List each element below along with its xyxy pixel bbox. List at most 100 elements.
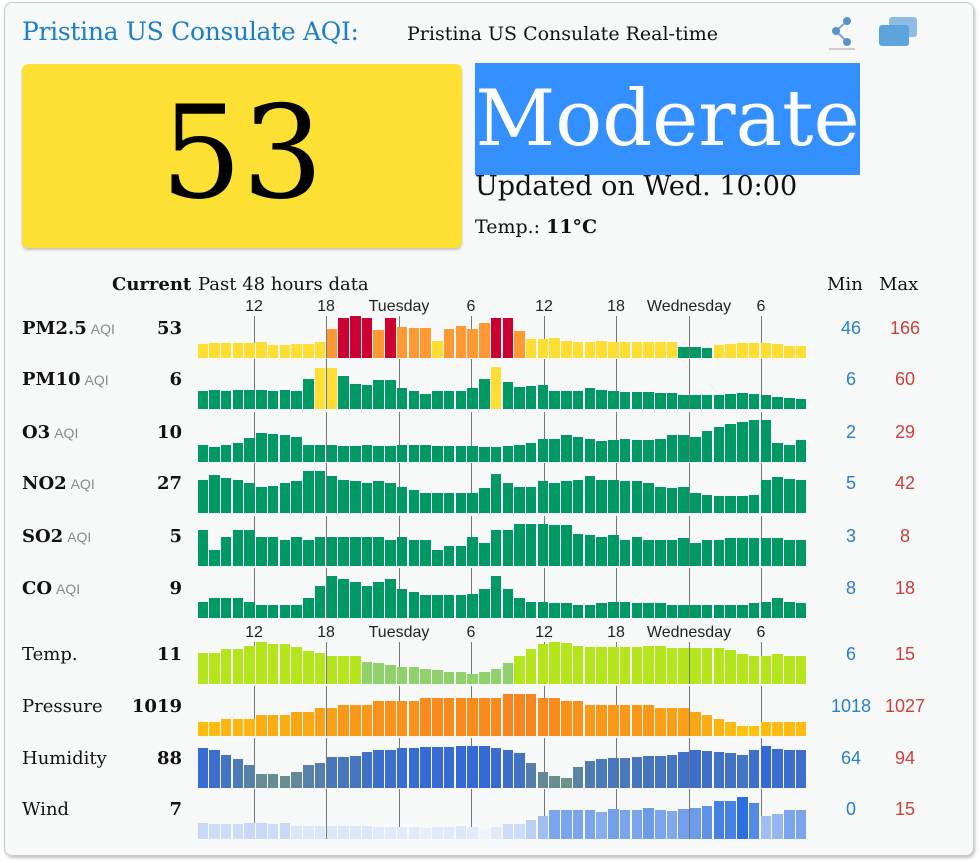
- chart-bar[interactable]: [209, 722, 220, 736]
- chart-bar[interactable]: [643, 807, 654, 839]
- chart-bar[interactable]: [267, 485, 279, 513]
- chart-bar[interactable]: [502, 483, 514, 513]
- chart-bar[interactable]: [443, 493, 455, 513]
- chart-bar[interactable]: [502, 588, 514, 618]
- chart-bar[interactable]: [784, 750, 795, 788]
- chart-bar[interactable]: [420, 540, 431, 566]
- chart-bar[interactable]: [479, 588, 490, 618]
- chart-bar[interactable]: [314, 585, 326, 618]
- chart-bar[interactable]: [537, 697, 549, 736]
- chart-bar[interactable]: [267, 823, 279, 839]
- chart-bar[interactable]: [314, 652, 326, 684]
- chart-bar[interactable]: [443, 595, 455, 618]
- chart-bar[interactable]: [525, 763, 537, 788]
- chart-bar[interactable]: [584, 604, 596, 618]
- chart-bar[interactable]: [220, 649, 232, 684]
- chart-bar[interactable]: [737, 726, 748, 736]
- chart-bar[interactable]: [584, 647, 596, 684]
- chart-bar[interactable]: [350, 446, 361, 462]
- chart-bar[interactable]: [361, 704, 373, 736]
- chart-bar[interactable]: [373, 663, 384, 684]
- chart-bar[interactable]: [537, 524, 549, 566]
- chart-bar[interactable]: [655, 755, 666, 788]
- chart-bar[interactable]: [643, 704, 654, 736]
- chart-bar[interactable]: [525, 486, 537, 513]
- chart-bar[interactable]: [596, 811, 607, 839]
- chart-bar[interactable]: [701, 648, 713, 684]
- chart-bar[interactable]: [279, 643, 291, 684]
- chart-bar[interactable]: [279, 435, 291, 462]
- chart-bar[interactable]: [713, 752, 725, 788]
- chart-bar[interactable]: [725, 423, 736, 462]
- chart-bar[interactable]: [678, 486, 689, 513]
- chart-bar[interactable]: [690, 604, 701, 618]
- chart-bar[interactable]: [267, 715, 279, 736]
- chart-bar[interactable]: [584, 388, 596, 409]
- chart-bar[interactable]: [760, 816, 772, 839]
- chart-bar[interactable]: [443, 826, 455, 839]
- chart-bar[interactable]: [479, 829, 490, 839]
- chart-bar[interactable]: [549, 603, 560, 618]
- chart-bar[interactable]: [713, 496, 725, 513]
- chart-bar[interactable]: [514, 387, 525, 409]
- chart-bar[interactable]: [502, 446, 514, 462]
- chart-bar[interactable]: [655, 646, 666, 684]
- chart-bar[interactable]: [279, 540, 291, 566]
- chart-bar[interactable]: [338, 536, 349, 566]
- chart-bar[interactable]: [408, 826, 420, 839]
- chart-bar[interactable]: [396, 748, 408, 788]
- chart-bar[interactable]: [408, 444, 420, 462]
- chart-bar[interactable]: [701, 805, 713, 839]
- chart-bar[interactable]: [795, 346, 807, 358]
- chart-bar[interactable]: [619, 704, 631, 736]
- chart-bar[interactable]: [525, 649, 537, 684]
- chart-bar[interactable]: [795, 399, 807, 409]
- chart-bar[interactable]: [455, 390, 467, 409]
- chart-bar[interactable]: [443, 697, 455, 736]
- chart-bar[interactable]: [584, 809, 596, 839]
- chart-bar[interactable]: [525, 601, 537, 618]
- chart-bar[interactable]: [725, 394, 736, 409]
- chart-bar[interactable]: [432, 826, 443, 839]
- chart-bar[interactable]: [385, 540, 396, 566]
- chart-bar[interactable]: [678, 604, 689, 618]
- chart-bar[interactable]: [197, 344, 209, 358]
- chart-bar[interactable]: [549, 483, 560, 513]
- chart-bar[interactable]: [490, 748, 502, 788]
- chart-bar[interactable]: [631, 647, 643, 684]
- chart-bar[interactable]: [525, 338, 537, 358]
- chart-bar[interactable]: [537, 601, 549, 618]
- chart-bar[interactable]: [432, 390, 443, 409]
- chart-bar[interactable]: [795, 809, 807, 839]
- chart-bar[interactable]: [655, 393, 666, 409]
- chart-bar[interactable]: [760, 343, 772, 358]
- chart-bar[interactable]: [338, 376, 349, 409]
- chart-bar[interactable]: [584, 438, 596, 462]
- chart-bar[interactable]: [631, 536, 643, 566]
- chart-bar[interactable]: [514, 598, 525, 618]
- chart-bar[interactable]: [479, 672, 490, 684]
- chart-bar[interactable]: [596, 389, 607, 409]
- chart-bar[interactable]: [690, 543, 701, 566]
- chart-bar[interactable]: [760, 538, 772, 566]
- chart-bar[interactable]: [737, 797, 748, 839]
- chart-bar[interactable]: [267, 773, 279, 788]
- chart-bar[interactable]: [514, 486, 525, 513]
- chart-bar[interactable]: [220, 823, 232, 839]
- chart-bar[interactable]: [760, 601, 772, 618]
- chart-bar[interactable]: [467, 746, 478, 788]
- chart-bar[interactable]: [795, 722, 807, 736]
- chart-bar[interactable]: [267, 604, 279, 618]
- chart-bar[interactable]: [502, 823, 514, 839]
- chart-bar[interactable]: [361, 585, 373, 618]
- chart-bar[interactable]: [361, 825, 373, 839]
- chart-bar[interactable]: [244, 601, 255, 618]
- chart-bar[interactable]: [525, 694, 537, 736]
- chart-bar[interactable]: [420, 444, 431, 462]
- chart-bar[interactable]: [279, 775, 291, 788]
- chart-bar[interactable]: [795, 540, 807, 566]
- chart-bar[interactable]: [455, 595, 467, 618]
- chart-bar[interactable]: [596, 340, 607, 358]
- chart-bar[interactable]: [596, 536, 607, 566]
- chart-bar[interactable]: [655, 603, 666, 618]
